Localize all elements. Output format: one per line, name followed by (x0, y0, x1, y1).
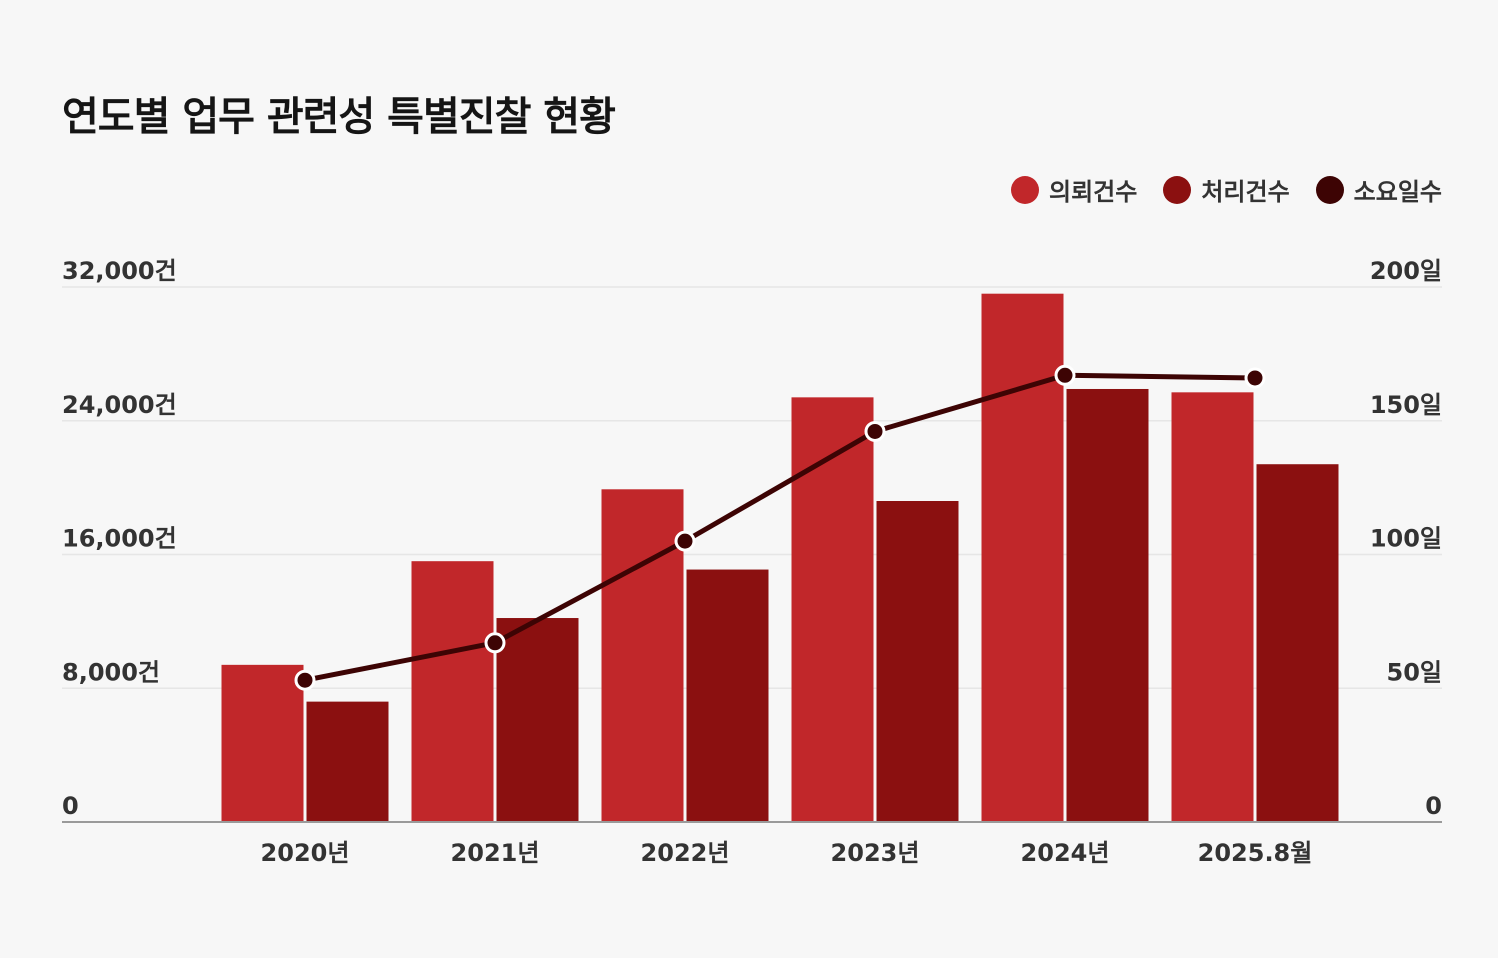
y-right-tick-label: 50일 (1387, 658, 1442, 686)
x-tick-label: 2021년 (451, 839, 540, 867)
legend-item-requests: 의뢰건수 (1011, 172, 1137, 207)
y-left-tick-label: 32,000건 (62, 257, 177, 285)
legend: 의뢰건수 처리건수 소요일수 (1011, 172, 1442, 207)
bar-requests (411, 561, 494, 822)
point-days (1244, 367, 1266, 389)
bar-processed (686, 569, 769, 822)
x-tick-label: 2022년 (641, 839, 730, 867)
y-right-tick-label: 150일 (1370, 391, 1442, 419)
y-right-tick-label: 0 (1425, 792, 1442, 820)
y-left-tick-label: 24,000건 (62, 391, 177, 419)
bar-processed (306, 701, 389, 822)
x-tick-label: 2024년 (1021, 839, 1110, 867)
y-right-tick-label: 200일 (1370, 257, 1442, 285)
bar-requests (601, 489, 684, 822)
legend-item-days: 소요일수 (1315, 172, 1442, 207)
x-tick-label: 2025.8월 (1198, 839, 1313, 867)
y-left-tick-label: 8,000건 (62, 658, 160, 686)
legend-swatch-days (1315, 175, 1344, 204)
bar-processed (876, 501, 959, 822)
x-tick-label: 2020년 (261, 839, 350, 867)
chart-title: 연도별 업무 관련성 특별진찰 현황 (62, 94, 616, 140)
y-left-tick-label: 0 (62, 792, 79, 820)
y-right-tick-label: 100일 (1370, 525, 1442, 553)
point-days (294, 669, 316, 691)
x-tick-label: 2023년 (831, 839, 920, 867)
bar-requests (791, 397, 874, 822)
point-days (674, 530, 696, 552)
point-days (864, 420, 886, 442)
legend-label-days: 소요일수 (1353, 178, 1442, 206)
bar-processed (496, 618, 579, 822)
bar-requests (221, 664, 304, 822)
legend-label-processed: 처리건수 (1201, 178, 1290, 206)
bar-requests (1171, 392, 1254, 822)
bar-processed (1256, 464, 1339, 822)
line-days (304, 372, 1256, 683)
point-days (1054, 364, 1076, 386)
legend-swatch-processed (1163, 175, 1192, 204)
bar-requests (981, 293, 1064, 822)
legend-swatch-requests (1011, 175, 1040, 204)
point-days (484, 632, 506, 654)
bar-processed (1066, 388, 1149, 822)
y-left-tick-label: 16,000건 (62, 525, 177, 553)
legend-item-processed: 처리건수 (1163, 172, 1290, 207)
legend-label-requests: 의뢰건수 (1049, 178, 1138, 206)
